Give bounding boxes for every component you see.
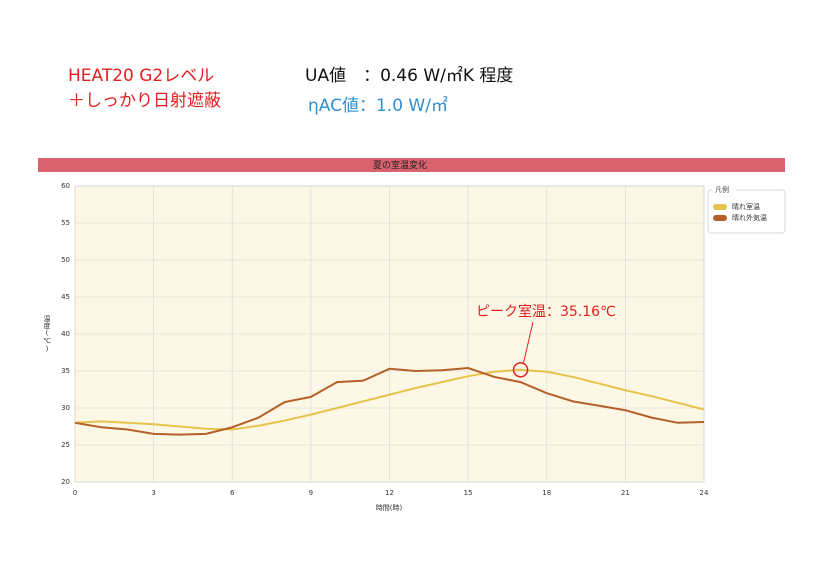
legend-swatch xyxy=(713,204,727,210)
y-tick-label: 60 xyxy=(61,182,70,190)
heading-text: ＋しっかり日射遮蔽 xyxy=(68,91,221,111)
y-tick-label: 30 xyxy=(61,404,70,412)
x-axis-label: 時間(時) xyxy=(376,504,403,512)
y-tick-label: 25 xyxy=(61,441,70,449)
y-axis-label: 温度(℃) xyxy=(43,314,51,353)
annotation-marker xyxy=(512,362,529,378)
legend-title-bg xyxy=(712,186,736,194)
heading-text: HEAT20 G2レベル xyxy=(68,66,215,86)
x-tick-label: 18 xyxy=(542,489,551,497)
heading-text: UA値 ：0.46 W/㎡K 程度 xyxy=(305,66,514,86)
x-tick-label: 9 xyxy=(309,489,313,497)
annotation-pointer xyxy=(523,321,534,363)
legend-title: 凡例 xyxy=(715,185,729,194)
y-tick-label: 20 xyxy=(61,478,70,486)
y-tick-label: 55 xyxy=(61,219,70,227)
y-tick-label: 40 xyxy=(61,330,70,338)
x-tick-label: 24 xyxy=(700,489,709,497)
chart-title: 夏の室温変化 xyxy=(373,159,427,171)
x-tick-label: 15 xyxy=(464,489,473,497)
annotation: ピーク室温：35.16℃ xyxy=(476,303,616,320)
y-tick-label: 35 xyxy=(61,367,70,375)
legend-label: 晴れ外気温 xyxy=(732,213,767,222)
x-tick-label: 21 xyxy=(621,489,630,497)
legend-label: 晴れ室温 xyxy=(732,202,760,211)
legend-box xyxy=(707,189,786,234)
y-tick-label: 45 xyxy=(61,293,70,301)
x-tick-label: 0 xyxy=(73,489,77,497)
x-tick-label: 12 xyxy=(385,489,394,497)
legend-swatch xyxy=(713,215,727,221)
title-bar xyxy=(38,158,785,172)
series-line xyxy=(74,367,705,436)
x-tick-label: 6 xyxy=(230,489,235,497)
x-tick-label: 3 xyxy=(151,489,155,497)
series-line xyxy=(74,368,705,431)
heading-text: ηAC値：1.0 W/㎡ xyxy=(308,96,448,116)
y-tick-label: 50 xyxy=(61,256,70,264)
